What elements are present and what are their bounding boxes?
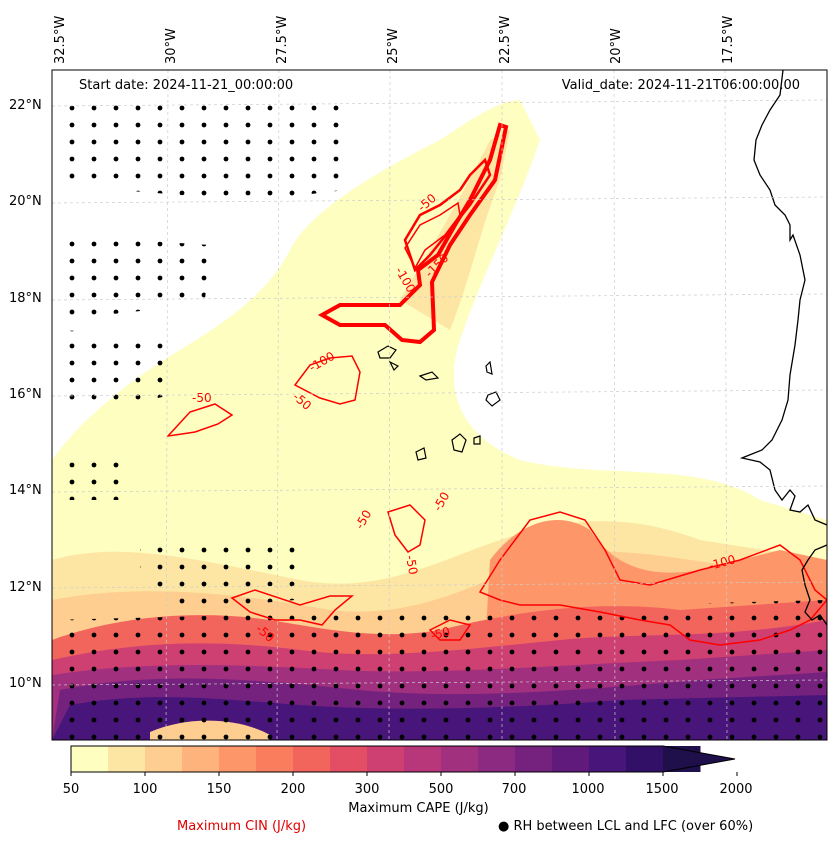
start-date-label: Start date: 2024-11-21_00:00:00 [79,78,294,93]
colorbar-segment [219,746,257,772]
colorbar-segment [256,746,294,772]
lat-label: 12°N [9,580,42,595]
lat-label: 20°N [9,194,42,209]
islands [377,345,501,461]
colorbar-segment [330,746,368,772]
colorbar-extend-arrow [663,746,735,772]
lon-label: 27.5°W [275,15,290,64]
cin-legend-label: Maximum CIN (J/kg) [177,819,307,834]
colorbar-segment [71,746,109,772]
valid-date-label: Valid_date: 2024-11-21T06:00:00.00 [561,78,800,93]
colorbar-title: Maximum CAPE (J/kg) [348,801,489,816]
colorbar-tick-label: 150 [206,782,232,797]
lat-label: 22°N [9,98,42,113]
cin-label: -100 [707,552,737,573]
lon-label: 22.5°W [498,15,513,64]
cin-label: -50 [192,391,212,405]
lon-label: 30°W [164,28,179,64]
colorbar [70,745,738,776]
colorbar-tick-label: 300 [354,782,380,797]
colorbar-segment [552,746,590,772]
colorbar-tick-label: 500 [428,782,454,797]
colorbar-tick-label: 2000 [719,782,753,797]
cin-label: -50 [403,554,420,576]
lon-label: 17.5°W [721,15,736,64]
lat-label: 16°N [9,387,42,402]
lon-label: 25°W [386,28,401,64]
colorbar-tick-label: 1000 [571,782,605,797]
cin-label: -50 [429,624,452,643]
colorbar-tick-label: 700 [501,782,527,797]
colorbar-segment [367,746,405,772]
colorbar-segment [441,746,479,772]
colorbar-outline [70,745,736,773]
lat-label: 14°N [9,483,42,498]
colorbar-segment [182,746,220,772]
lat-label: 10°N [9,676,42,691]
colorbar-segment [515,746,553,772]
colorbar-segment [108,746,146,772]
colorbar-tick-label: 50 [62,782,80,797]
colorbar-tick-label: 1500 [645,782,679,797]
colorbar-segment [589,746,627,772]
colorbar-segment [626,746,664,772]
colorbar-segment [145,746,183,772]
colorbar-tick-label: 200 [280,782,306,797]
map-frame [51,69,828,741]
map-plot: -50 -150 -100 -50 -50 -100 -50 -50 -50 -… [52,70,827,740]
rh-stipple [52,95,827,740]
rh-legend-label: ● RH between LCL and LFC (over 60%) [498,819,754,834]
lon-label: 32.5°W [53,15,68,64]
colorbar-segment [293,746,331,772]
colorbar-tick-label: 100 [132,782,158,797]
colorbar-segment [404,746,442,772]
cin-contours [166,122,827,646]
colorbar-segment [478,746,516,772]
lat-label: 18°N [9,291,42,306]
gridlines [52,70,827,740]
coastline [739,70,827,626]
lon-label: 20°W [609,28,624,64]
